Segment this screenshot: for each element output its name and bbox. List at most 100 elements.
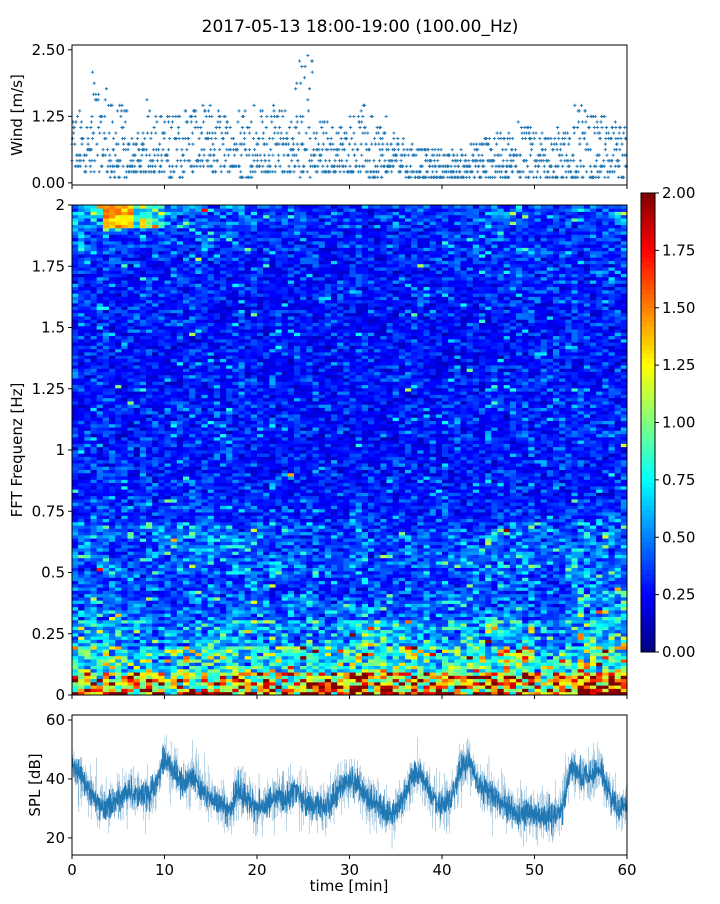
spectrogram-cell [171,659,178,663]
spectrogram-cell [115,548,122,552]
spectrogram-cell [140,427,147,431]
spectrogram-cell [140,679,147,683]
spectrogram-cell [103,643,110,647]
spectrogram-cell [84,336,91,340]
wind-point [239,131,242,134]
spectrogram-cell [109,688,116,692]
spectrogram-cell [109,443,116,447]
spectrogram-cell [146,548,153,552]
spectrogram-cell [109,244,116,248]
spectrogram-cell [91,375,98,379]
spectrogram-cell [72,460,79,464]
spectrogram-cell [121,394,128,398]
spectrogram-cell [109,564,116,568]
spectrogram-cell [165,675,172,679]
spectrogram-cell [195,590,202,594]
spectrogram-cell [171,630,178,634]
spectrogram-cell [183,653,190,657]
spectrogram-cell [128,283,135,287]
spectrogram-cell [134,280,141,284]
spectrogram-cell [177,463,184,467]
spectrogram-cell [146,623,153,627]
spectrogram-cell [140,597,147,601]
wind-point [84,165,87,168]
spectrogram-cell [115,574,122,578]
spectrogram-cell [146,424,153,428]
spectrogram-cell [214,656,221,660]
spectrogram-cell [128,303,135,307]
spectrogram-cell [177,261,184,265]
spectrogram-cell [177,666,184,670]
spectrogram-cell [121,398,128,402]
spectrogram-cell [171,672,178,676]
spectrogram-cell [109,502,116,506]
spectrogram-cell [84,372,91,376]
spectrogram-cell [121,443,128,447]
spectrogram-cell [165,473,172,477]
spectrogram-cell [158,290,165,294]
spectrogram-cell [165,394,172,398]
spectrogram-cell [177,267,184,271]
spectrogram-cell [103,463,110,467]
spectrogram-cell [177,244,184,248]
spectrogram-cell [189,424,196,428]
spectrogram-cell [72,241,79,245]
spectrogram-cell [134,607,141,611]
spectrogram-cell [195,597,202,601]
spectrogram-cell [128,310,135,314]
spectrogram-cell [146,447,153,451]
spectrogram-cell [84,398,91,402]
wind-point [294,87,297,90]
spectrogram-cell [140,515,147,519]
spectrogram-cell [97,411,104,415]
spectrogram-cell [103,385,110,389]
spectrogram-cell [152,430,159,434]
spectrogram-cell [109,506,116,510]
spectrogram-cell [128,479,135,483]
wind-point [251,165,254,168]
wind-point [205,115,208,118]
spectrogram-cell [183,208,190,212]
spectrogram-cell [165,479,172,483]
spectrogram-cell [109,613,116,617]
spectrogram-cell [171,319,178,323]
spectrogram-cell [165,372,172,376]
spectrogram-cell [195,280,202,284]
spectrogram-cell [189,509,196,513]
wind-point [108,131,111,134]
spectrogram-cell [103,368,110,372]
wind-point [217,109,220,112]
spectrogram-cell [115,372,122,376]
spectrogram-cell [140,476,147,480]
wind-point [154,165,157,168]
spectrogram-cell [165,290,172,294]
wind-point [297,131,300,134]
spectrogram-cell [134,555,141,559]
spectrogram-cell [165,319,172,323]
wind-point [484,176,487,179]
spectrogram-cell [97,457,104,461]
spectrogram-cell [140,421,147,425]
spectrogram-cell [146,522,153,526]
spectrogram-cell [103,483,110,487]
spectrogram-cell [158,293,165,297]
wind-point [290,159,293,162]
spectrogram-cell [128,463,135,467]
spectrogram-cell [134,666,141,670]
spectrogram-cell [72,349,79,353]
spectrogram-cell [97,564,104,568]
spectrogram-cell [78,607,85,611]
spectrogram-cell [97,264,104,268]
spectrogram-cell [134,270,141,274]
spectrogram-cell [103,404,110,408]
spectrogram-cell [146,254,153,258]
wind-point [602,159,605,162]
spectrogram-cell [202,538,209,542]
wind-point [282,154,285,157]
spectrogram-cell [146,688,153,692]
spectrogram-cell [152,352,159,356]
spectrogram-cell [208,440,215,444]
spectrogram-cell [202,483,209,487]
spectrogram-cell [84,218,91,222]
